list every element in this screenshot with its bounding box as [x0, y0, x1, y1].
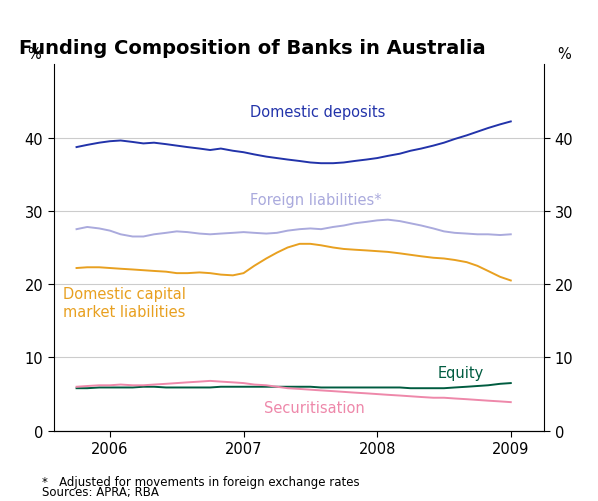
Text: Domestic deposits: Domestic deposits [250, 105, 386, 120]
Text: Foreign liabilities*: Foreign liabilities* [250, 193, 382, 208]
Text: Equity: Equity [437, 365, 484, 380]
Text: Securitisation: Securitisation [264, 400, 364, 415]
Text: Domestic capital
market liabilities: Domestic capital market liabilities [63, 287, 186, 319]
Text: Funding Composition of Banks in Australia: Funding Composition of Banks in Australi… [20, 39, 486, 58]
Text: *   Adjusted for movements in foreign exchange rates: * Adjusted for movements in foreign exch… [42, 475, 359, 488]
Text: %: % [27, 47, 41, 62]
Text: %: % [557, 47, 571, 62]
Text: Sources: APRA; RBA: Sources: APRA; RBA [42, 485, 158, 498]
